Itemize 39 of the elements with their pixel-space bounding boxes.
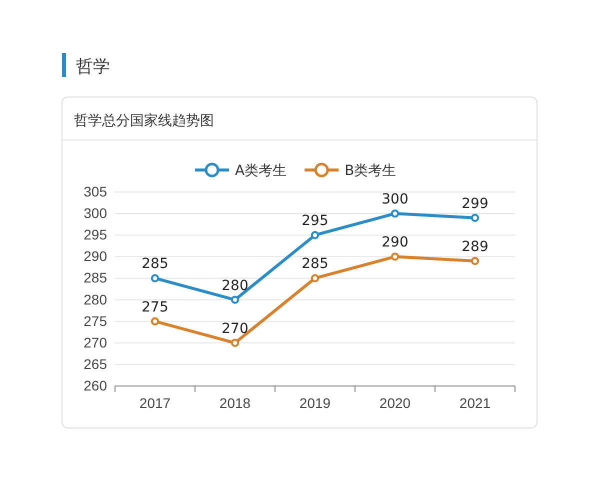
x-tick-label: 2018 — [219, 394, 251, 411]
point — [470, 214, 480, 222]
y-tick-label: 265 — [84, 356, 108, 372]
point — [150, 274, 160, 282]
data-label: 289 — [462, 238, 488, 255]
data-label: 270 — [222, 320, 248, 337]
point — [310, 274, 320, 282]
data-label: 300 — [382, 192, 408, 208]
y-tick-label: 275 — [84, 312, 108, 329]
x-tick-label: 2020 — [379, 394, 411, 411]
data-label: 299 — [462, 196, 488, 212]
x-tick-label: 2019 — [299, 394, 331, 411]
y-tick-label: 270 — [84, 334, 108, 350]
point — [150, 317, 160, 326]
data-label: 285 — [142, 256, 168, 272]
point — [310, 231, 320, 240]
y-tick-label: 300 — [84, 205, 108, 222]
y-tick-label: 295 — [84, 226, 108, 243]
data-label: 280 — [222, 278, 248, 294]
y-tick-label: 280 — [84, 291, 108, 308]
data-label: 295 — [302, 213, 328, 230]
y-tick-label: 285 — [84, 270, 108, 286]
chart-subtitle: 哲学总分国家线趋势图 — [74, 113, 214, 129]
data-label: 290 — [382, 234, 408, 251]
y-tick-label: 305 — [84, 183, 108, 200]
y-tick-label: 260 — [84, 377, 108, 394]
legend-label: A类考生 — [235, 163, 287, 179]
x-tick-label: 2021 — [459, 394, 491, 411]
point — [230, 338, 240, 347]
legend-label: B类考生 — [344, 163, 396, 179]
data-label: 275 — [142, 299, 168, 316]
x-tick-label: 2017 — [139, 394, 171, 411]
point — [230, 296, 240, 304]
point — [390, 209, 400, 218]
point — [390, 252, 400, 261]
chart-title: 哲学 — [76, 57, 110, 77]
point — [470, 256, 480, 266]
data-label: 285 — [302, 256, 328, 272]
y-tick-label: 290 — [84, 248, 108, 264]
